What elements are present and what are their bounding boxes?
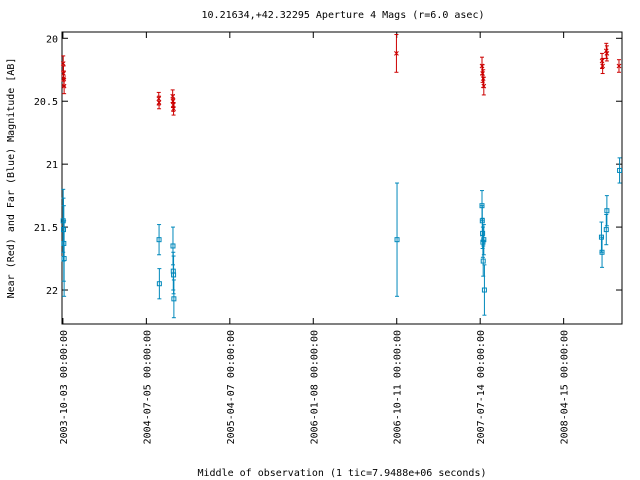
data-point [481,287,487,293]
data-point [171,106,176,112]
plot-frame [61,31,623,325]
x-tick-label: 2008-04-15 00:00:00 [560,330,571,444]
data-point [481,237,487,243]
y-tick-label: 20 [46,34,58,45]
data-point [61,83,67,89]
x-tick-label: 2007-07-14 00:00:00 [476,330,487,444]
chart-title: 10.21634,+42.32295 Aperture 4 Mags (r=6.… [202,10,485,21]
data-point [616,63,622,69]
data-point [171,296,177,302]
data-series [60,34,623,319]
data-point [604,208,610,214]
y-axis: 20 20.5 21 21.5 22 [34,34,622,297]
x-tick-label: 2006-01-08 00:00:00 [309,330,320,444]
data-point [170,243,176,249]
data-point [599,58,605,64]
y-tick-label: 20.5 [34,97,58,108]
data-point [394,51,399,56]
series-far-blue [60,157,623,319]
data-point [480,71,485,76]
data-point [394,237,400,243]
data-point [156,100,162,105]
data-point [171,272,177,278]
data-point [60,61,66,66]
data-point [156,281,162,287]
x-axis-label: Middle of observation (1 tic=7.9488e+06 … [198,468,487,479]
data-point [480,239,486,245]
data-point [61,256,67,262]
data-point [603,227,609,233]
x-tick-label: 2004-07-05 00:00:00 [142,330,153,444]
y-tick-label: 21 [46,160,58,171]
y-tick-label: 21.5 [34,223,58,234]
y-axis-label: Near (Red) and Far (Blue) Magnitude [AB] [6,58,17,299]
data-point [156,237,162,243]
x-tick-label: 2006-10-11 00:00:00 [393,330,404,444]
x-axis: 2003-10-03 00:00:00 2004-07-05 00:00:00 20… [59,32,571,444]
data-point [480,258,486,264]
data-point [481,83,487,89]
data-point [617,167,623,173]
x-tick-label: 2005-04-07 00:00:00 [226,330,237,444]
data-point [604,51,610,56]
y-tick-label: 22 [46,286,58,297]
x-tick-label: 2003-10-03 00:00:00 [59,330,70,444]
data-point [599,249,605,255]
data-point [600,63,606,69]
series-near-red [60,34,622,116]
